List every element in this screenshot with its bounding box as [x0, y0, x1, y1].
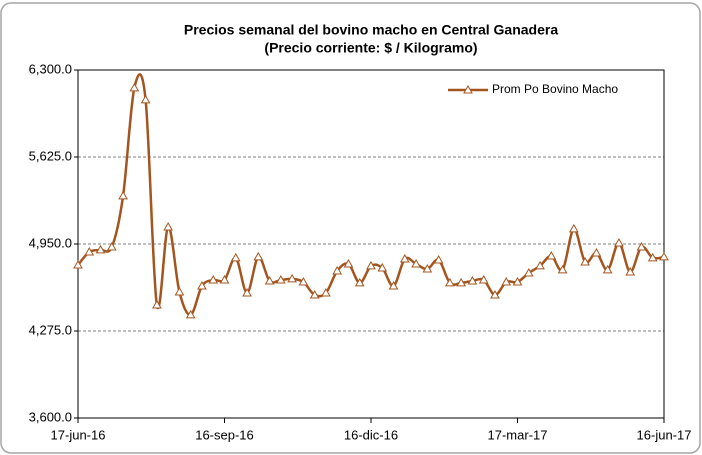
- y-tick-label: 3,600.0: [29, 409, 72, 424]
- point-marker: [456, 277, 467, 287]
- point-marker: [399, 253, 410, 263]
- point-marker: [535, 260, 545, 270]
- point-marker: [636, 241, 647, 251]
- point-marker: [298, 277, 309, 286]
- point-marker: [118, 190, 128, 200]
- point-marker: [230, 252, 241, 262]
- point-marker: [73, 260, 83, 269]
- x-tick-label: 16-sep-16: [195, 427, 254, 442]
- point-marker: [557, 264, 568, 274]
- point-marker: [647, 252, 658, 262]
- point-marker: [163, 221, 174, 231]
- point-marker: [433, 254, 444, 264]
- point-marker: [546, 250, 557, 260]
- point-marker: [467, 275, 478, 285]
- point-marker: [185, 309, 196, 319]
- point-marker: [84, 246, 95, 256]
- point-marker: [602, 264, 613, 274]
- point-marker: [275, 274, 286, 284]
- chart-title: Precios semanal del bovino macho en Cent…: [184, 22, 558, 38]
- point-marker: [332, 265, 343, 275]
- legend-label: Prom Po Bovino Macho: [492, 82, 618, 96]
- point-marker: [242, 287, 252, 297]
- point-marker: [523, 267, 534, 277]
- chart-subtitle: (Precio corriente: $ / Kilogramo): [264, 40, 477, 56]
- point-marker: [377, 262, 388, 272]
- point-marker: [152, 299, 162, 309]
- legend-marker: [463, 84, 473, 94]
- x-tick-label: 16-jun-17: [637, 427, 692, 442]
- x-tick-label: 17-mar-17: [488, 427, 548, 442]
- point-marker: [354, 277, 365, 287]
- x-tick-label: 16-dic-16: [344, 427, 398, 442]
- y-tick-label: 5,625.0: [29, 148, 72, 163]
- point-marker: [129, 82, 140, 92]
- point-marker: [422, 263, 433, 273]
- point-marker: [591, 248, 602, 257]
- point-marker: [95, 244, 106, 254]
- point-marker: [366, 260, 376, 270]
- point-marker: [219, 274, 230, 284]
- y-tick-label: 4,275.0: [29, 322, 72, 337]
- point-marker: [501, 277, 512, 286]
- point-marker: [659, 251, 669, 261]
- point-marker: [411, 258, 421, 268]
- point-marker: [321, 287, 331, 297]
- point-marker: [287, 273, 297, 283]
- x-tick-label: 17-jun-16: [51, 427, 106, 442]
- point-marker: [174, 286, 185, 296]
- point-marker: [580, 257, 590, 266]
- point-marker: [512, 277, 523, 286]
- point-marker: [140, 94, 151, 104]
- point-marker: [106, 241, 117, 251]
- point-marker: [309, 290, 320, 299]
- point-marker: [568, 223, 579, 233]
- y-tick-label: 4,950.0: [29, 235, 72, 250]
- point-marker: [614, 237, 624, 247]
- point-marker: [445, 277, 455, 287]
- point-marker: [625, 266, 636, 276]
- point-marker: [490, 290, 500, 299]
- point-marker: [388, 281, 399, 290]
- point-marker: [478, 274, 489, 284]
- point-marker: [264, 275, 275, 285]
- point-marker: [208, 274, 219, 284]
- y-tick-label: 6,300.0: [29, 61, 72, 76]
- point-marker: [343, 258, 354, 268]
- point-marker: [197, 281, 207, 290]
- point-marker: [253, 251, 264, 261]
